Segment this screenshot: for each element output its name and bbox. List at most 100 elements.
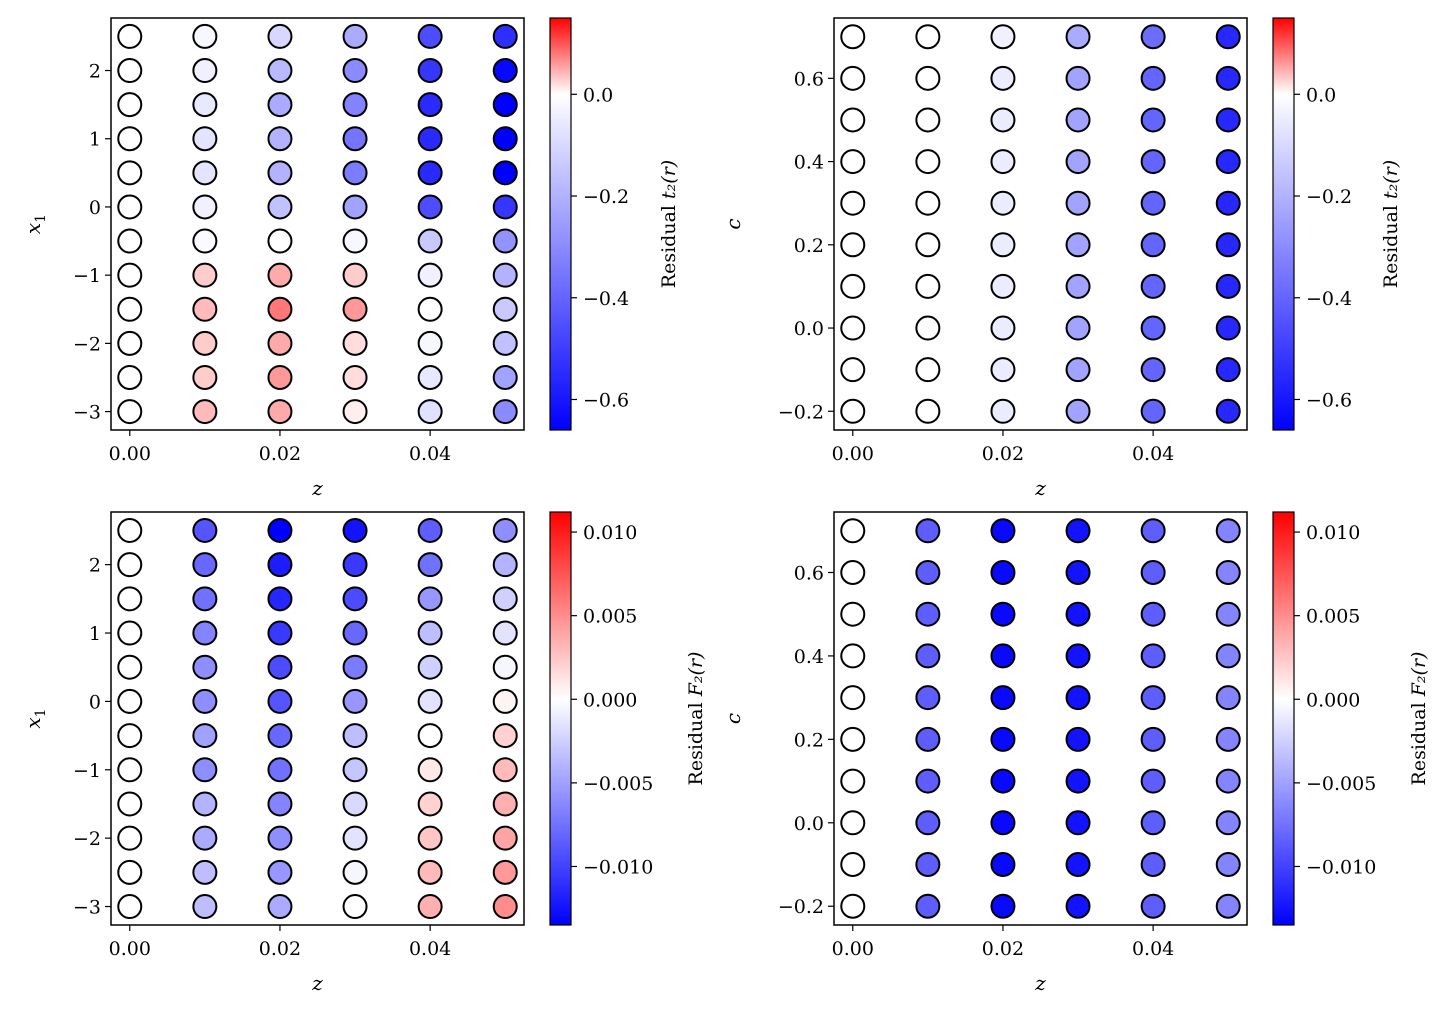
colorbar-label-text: Residual [685, 696, 707, 785]
y-tick-label: 0.2 [794, 729, 824, 751]
data-point [192, 552, 218, 578]
data-point [1140, 24, 1166, 50]
data-point [915, 357, 941, 383]
data-point [342, 160, 368, 186]
data-point [1065, 24, 1091, 50]
data-point [840, 643, 866, 669]
data-point [417, 92, 443, 118]
data-point [342, 654, 368, 680]
data-point [915, 232, 941, 258]
colorbar-label-math: F₂(r) [685, 652, 707, 698]
data-point [840, 685, 866, 711]
data-point [117, 228, 143, 254]
data-point [915, 810, 941, 836]
colorbar-tick-label: 0.005 [583, 606, 637, 628]
data-point [1065, 768, 1091, 794]
y-tick-label: −2 [73, 333, 101, 355]
panel-bottom-right: 0.00 0.02 0.04 −0.2 0.0 0.2 0.4 0.6 z c 0.010 0.005… [721, 511, 1430, 995]
data-point [915, 315, 941, 341]
axes-frame [110, 511, 525, 926]
data-point [192, 688, 218, 714]
data-point [1140, 685, 1166, 711]
data-point [990, 357, 1016, 383]
data-point [192, 620, 218, 646]
colorbar-label: Residual t₂(r) [1380, 160, 1402, 288]
data-point [492, 228, 518, 254]
data-point [342, 723, 368, 749]
data-point [342, 586, 368, 612]
data-point [342, 58, 368, 84]
data-point [192, 364, 218, 390]
data-point [417, 825, 443, 851]
data-point [417, 586, 443, 612]
data-point [915, 726, 941, 752]
data-point [267, 620, 293, 646]
y-tick-label: 0.0 [794, 318, 824, 340]
y-tick-label: 0.6 [794, 562, 824, 584]
colorbar-tick-label: 0.000 [1306, 689, 1360, 711]
data-point [1215, 24, 1241, 50]
data-point [267, 894, 293, 920]
data-point [117, 92, 143, 118]
data-point [192, 723, 218, 749]
data-point [1140, 601, 1166, 627]
data-point [1215, 518, 1241, 544]
data-point [840, 357, 866, 383]
data-point [915, 852, 941, 878]
data-point [1140, 273, 1166, 299]
data-point [117, 517, 143, 543]
data-point [1140, 643, 1166, 669]
data-point [1140, 559, 1166, 585]
data-point [915, 107, 941, 133]
data-point [1215, 643, 1241, 669]
colorbar-label-text: Residual [1408, 696, 1430, 785]
data-point [417, 262, 443, 288]
data-point [1065, 190, 1091, 216]
x-tick-label: 0.02 [982, 443, 1024, 465]
data-point [417, 552, 443, 578]
data-point [990, 398, 1016, 424]
data-point [1065, 685, 1091, 711]
data-point [192, 194, 218, 220]
data-point [1215, 685, 1241, 711]
data-point [1140, 107, 1166, 133]
data-point [342, 364, 368, 390]
data-point [267, 654, 293, 680]
data-point [417, 859, 443, 885]
data-point [267, 228, 293, 254]
data-point [192, 92, 218, 118]
panel-bottom-left: 0.00 0.02 0.04 −3 −2 −1 0 1 2 z x1 0.010 0.005 0.000 −… [21, 511, 707, 995]
data-point [492, 262, 518, 288]
data-point [492, 364, 518, 390]
y-tick-label: 0 [89, 197, 101, 219]
colorbar-tick-label: −0.2 [1306, 186, 1352, 208]
data-point [342, 517, 368, 543]
y-axis-label: c [721, 218, 745, 229]
colorbar-tick-label: −0.6 [1306, 389, 1352, 411]
data-point [192, 654, 218, 680]
data-point [117, 330, 143, 356]
data-point [840, 726, 866, 752]
y-tick-label: −1 [73, 760, 101, 782]
data-point [342, 228, 368, 254]
data-point [840, 190, 866, 216]
data-point [492, 160, 518, 186]
data-point [1215, 107, 1241, 133]
colorbar-tick-label: −0.4 [1306, 288, 1352, 310]
data-point [1215, 190, 1241, 216]
y-axis-label: x1 [21, 708, 49, 728]
data-point [840, 601, 866, 627]
data-point [1215, 149, 1241, 175]
data-point [192, 58, 218, 84]
y-axis-label: x1 [21, 214, 49, 234]
data-point [117, 586, 143, 612]
data-point [267, 330, 293, 356]
y-tick-label: −2 [73, 828, 101, 850]
data-point [840, 65, 866, 91]
data-point [492, 757, 518, 783]
data-point [990, 559, 1016, 585]
data-point [192, 262, 218, 288]
data-point [840, 24, 866, 50]
x-axis-label: z [311, 971, 323, 995]
